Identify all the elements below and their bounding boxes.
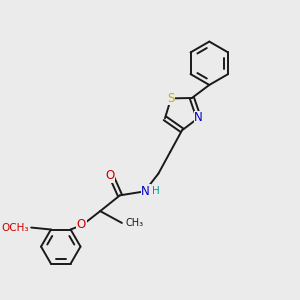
Text: N: N xyxy=(194,111,203,124)
Text: OCH₃: OCH₃ xyxy=(2,223,29,232)
Text: S: S xyxy=(167,92,175,105)
Text: H: H xyxy=(152,186,160,197)
Text: CH₃: CH₃ xyxy=(126,218,144,228)
Text: O: O xyxy=(105,169,115,182)
Text: O: O xyxy=(77,218,86,231)
Text: N: N xyxy=(141,185,150,198)
